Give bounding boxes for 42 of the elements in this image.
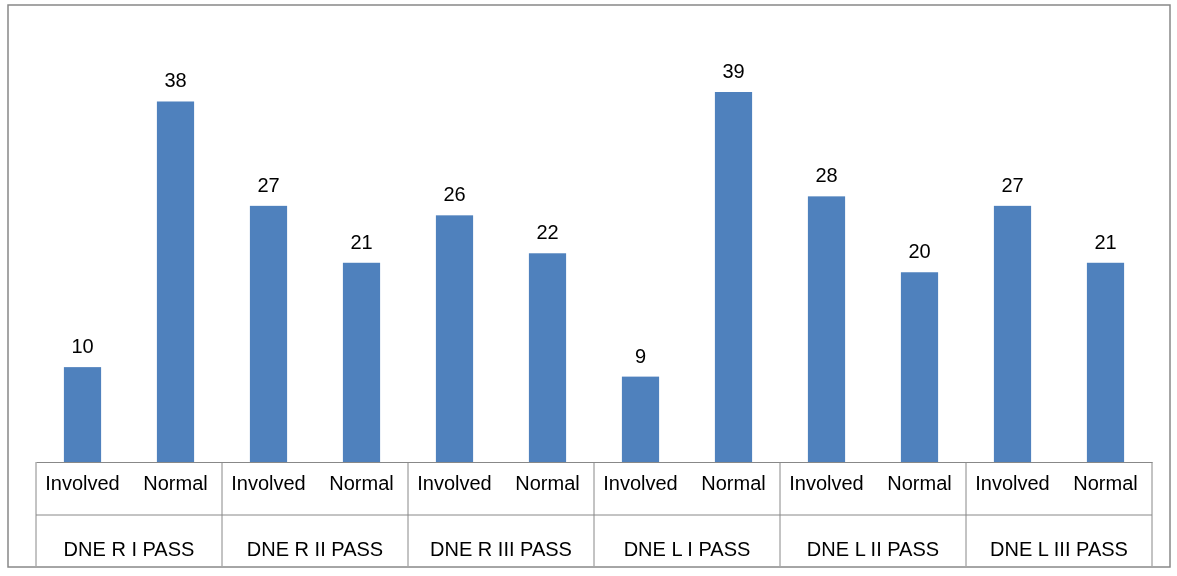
- bar: [435, 215, 474, 462]
- x-tick-label: Normal: [329, 472, 394, 495]
- data-label: 20: [908, 240, 931, 263]
- x-tick-label: Normal: [701, 472, 766, 495]
- text: DNE L III PASS: [990, 538, 1128, 560]
- data-label: 27: [1001, 173, 1024, 196]
- bar: [1086, 262, 1125, 462]
- data-label: 22: [536, 221, 559, 244]
- x-tick-label: Involved: [417, 472, 492, 495]
- x-tick-label: Involved: [231, 472, 306, 495]
- x-tick-label: Involved: [789, 472, 864, 495]
- x-tick-label: Normal: [515, 472, 580, 495]
- data-label: 21: [350, 230, 373, 253]
- data-label: 10: [71, 335, 94, 358]
- x-tick-label: Normal: [1073, 472, 1138, 495]
- bar: [156, 101, 195, 462]
- data-label: 39: [722, 60, 745, 82]
- x-tick-label: Involved: [975, 472, 1050, 495]
- x-tick-label: Involved: [45, 472, 120, 495]
- bar: [342, 262, 381, 462]
- text: DNE R II PASS: [246, 538, 384, 560]
- text: DNE R I PASS: [63, 538, 195, 560]
- bar: [807, 196, 846, 462]
- bar: [63, 367, 102, 462]
- bar: [993, 205, 1032, 462]
- bar: [249, 205, 288, 462]
- data-label: 38: [164, 69, 187, 92]
- bar: [621, 376, 660, 462]
- text: DNE L II PASS: [806, 538, 940, 560]
- data-label: 27: [257, 173, 280, 196]
- x-tick-label: Involved: [603, 472, 678, 495]
- data-label: 26: [443, 183, 466, 206]
- x-tick-label: Normal: [887, 472, 952, 495]
- x-tick-label: Normal: [143, 472, 208, 495]
- data-label: 9: [634, 344, 647, 367]
- data-label: 21: [1094, 230, 1117, 253]
- text: DNE L I PASS: [623, 538, 751, 560]
- bar: [900, 272, 939, 462]
- bar: [528, 253, 567, 462]
- text: DNE R III PASS: [430, 538, 572, 560]
- bar: [714, 92, 753, 462]
- data-label: 28: [815, 164, 838, 187]
